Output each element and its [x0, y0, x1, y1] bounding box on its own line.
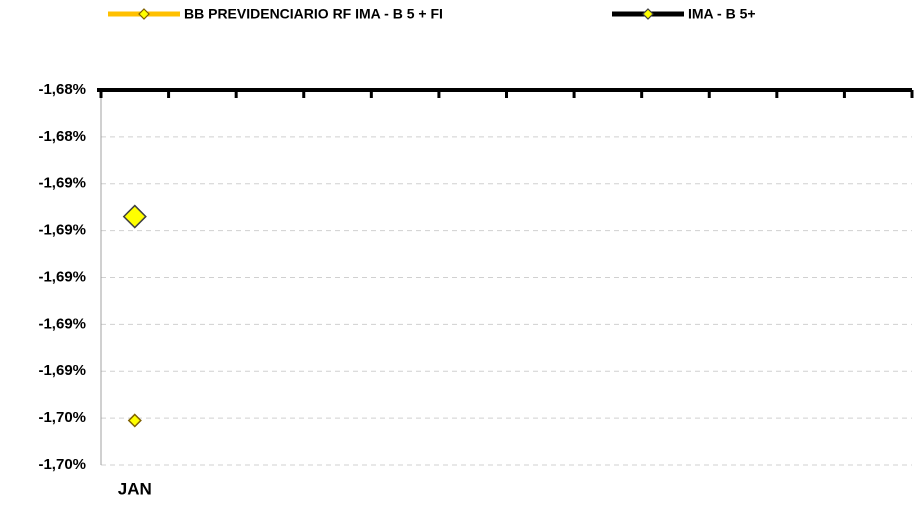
- y-tick-label: -1,69%: [38, 315, 86, 332]
- legend-marker: [138, 8, 150, 20]
- legend-label: IMA - B 5+: [688, 6, 756, 22]
- y-tick-label: -1,70%: [38, 409, 86, 426]
- y-tick-label: -1,69%: [38, 222, 86, 239]
- legend-marker: [642, 8, 654, 20]
- x-tick-label: JAN: [118, 479, 152, 498]
- legend-label: BB PREVIDENCIARIO RF IMA - B 5 + FI: [184, 6, 443, 22]
- y-tick-label: -1,69%: [38, 362, 86, 379]
- marker: [122, 204, 147, 229]
- marker: [127, 413, 142, 428]
- y-tick-label: -1,70%: [38, 456, 86, 473]
- y-tick-label: -1,69%: [38, 268, 86, 285]
- y-tick-label: -1,68%: [38, 81, 86, 98]
- y-tick-label: -1,68%: [38, 128, 86, 145]
- y-tick-label: -1,69%: [38, 175, 86, 192]
